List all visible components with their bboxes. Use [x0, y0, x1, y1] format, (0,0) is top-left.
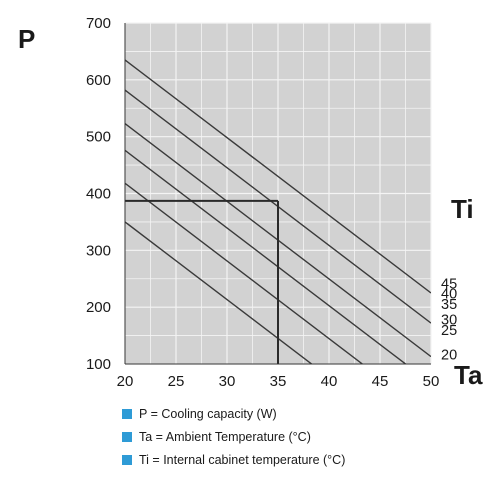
x-tick-label: 20 — [117, 373, 134, 390]
y-tick-label: 300 — [86, 242, 111, 259]
legend-text: P = Cooling capacity (W) — [139, 406, 277, 421]
series-legend-title: Ti — [451, 194, 474, 224]
y-tick-label: 100 — [86, 356, 111, 373]
series-label-45: 45 — [441, 276, 457, 292]
y-tick-label: 400 — [86, 186, 111, 203]
legend-text: Ti = Internal cabinet temperature (°C) — [139, 452, 346, 467]
legend-item-p: P = Cooling capacity (W) — [122, 402, 345, 425]
x-tick-labels: 20 25 30 35 40 45 50 — [117, 373, 440, 390]
series-label-25: 25 — [441, 323, 457, 339]
y-tick-label: 700 — [86, 15, 111, 32]
axes — [124, 23, 431, 365]
x-tick-label: 25 — [168, 373, 185, 390]
x-tick-label: 30 — [219, 373, 236, 390]
legend-marker — [122, 454, 132, 465]
y-tick-label: 200 — [86, 299, 111, 316]
x-tick-label: 35 — [270, 373, 287, 390]
legend-marker — [122, 408, 132, 419]
reference-lines — [125, 199, 279, 364]
y-axis-label: P — [18, 24, 35, 54]
y-tick-labels: 100 200 300 400 500 600 700 — [86, 15, 111, 373]
series-label-30: 30 — [441, 313, 457, 329]
series-label-35: 35 — [441, 297, 457, 313]
legend: P = Cooling capacity (W) Ta = Ambient Te… — [122, 402, 345, 471]
x-tick-label: 50 — [423, 373, 440, 390]
series-label-40: 40 — [441, 287, 457, 303]
series-label-20: 20 — [441, 347, 457, 363]
y-tick-label: 500 — [86, 129, 111, 146]
x-tick-label: 40 — [321, 373, 338, 390]
x-tick-label: 45 — [372, 373, 389, 390]
legend-item-ta: Ta = Ambient Temperature (°C) — [122, 425, 345, 448]
y-tick-label: 600 — [86, 72, 111, 89]
legend-item-ti: Ti = Internal cabinet temperature (°C) — [122, 448, 345, 471]
legend-text: Ta = Ambient Temperature (°C) — [139, 429, 311, 444]
series-line-45 — [125, 59, 431, 294]
legend-marker — [122, 431, 132, 442]
x-axis-label: Ta — [454, 360, 483, 390]
